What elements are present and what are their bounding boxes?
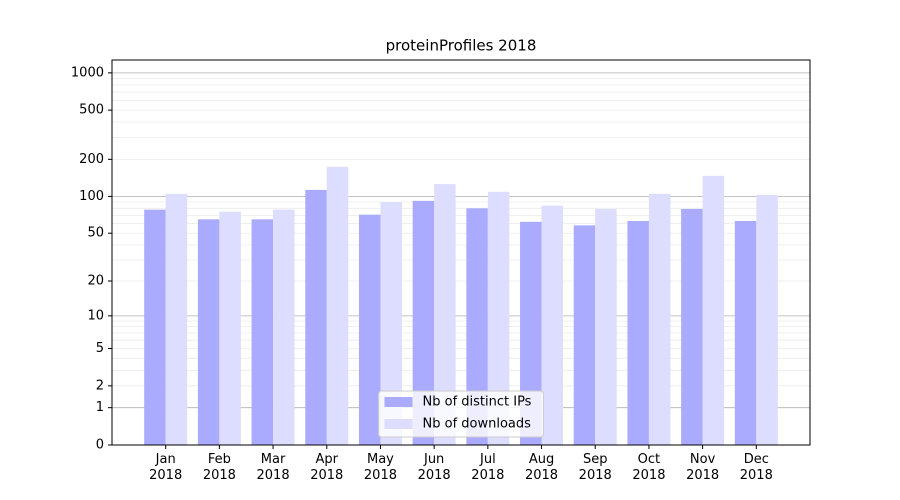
y-tick-label: 2 [96,378,104,393]
y-tick-label: 1000 [71,65,104,80]
legend: Nb of distinct IPs Nb of downloads [378,390,544,438]
y-tick-label: 20 [87,274,104,289]
bar [251,219,274,445]
y-tick-label: 50 [87,226,104,241]
y-tick-label: 100 [79,189,104,204]
bar [648,193,671,445]
bar [412,200,435,445]
x-tick-label: Apr 2018 [310,452,344,483]
bar [165,193,188,445]
x-tick-label: Oct 2018 [632,452,666,483]
x-tick-label: Jul 2018 [471,452,505,483]
bar [487,191,510,445]
legend-label: Nb of distinct IPs [423,395,532,410]
bar [219,211,241,445]
legend-swatch [384,397,413,407]
bar [197,219,220,445]
plot-frame [111,59,811,446]
y-tick-label: 5 [96,341,104,356]
x-tick-label: Nov 2018 [686,452,720,483]
legend-label: Nb of downloads [423,417,532,432]
bar [734,220,757,445]
bar [520,221,542,445]
bar [681,208,703,445]
x-tick-label: May 2018 [363,452,397,483]
bar [595,208,617,445]
x-tick-label: Dec 2018 [739,452,773,483]
bar [358,214,381,445]
x-tick-label: Mar 2018 [256,452,290,483]
x-tick-label: Jun 2018 [417,452,451,483]
bar [305,189,327,445]
bar [144,209,166,445]
y-tick-label: 1 [96,400,104,415]
legend-box [378,390,544,438]
bar [756,194,778,445]
y-tick-label: 500 [79,103,104,118]
legend-swatch [384,419,413,429]
bar [273,209,295,445]
x-tick-label: Feb 2018 [202,452,236,483]
y-tick-label: 0 [96,438,104,453]
y-tick-label: 10 [87,308,104,323]
bar [573,225,596,445]
x-tick-label: Sep 2018 [578,452,612,483]
bar [541,205,564,445]
x-tick-label: Aug 2018 [524,452,559,483]
y-tick-label: 200 [79,152,104,167]
bar [434,184,456,446]
chart-title: proteinProfiles 2018 [386,37,537,55]
bar [326,166,349,445]
bar [380,202,402,445]
bar [627,220,649,445]
bar [466,208,488,445]
bar [702,175,725,445]
x-tick-label: Jan 2018 [149,452,183,483]
